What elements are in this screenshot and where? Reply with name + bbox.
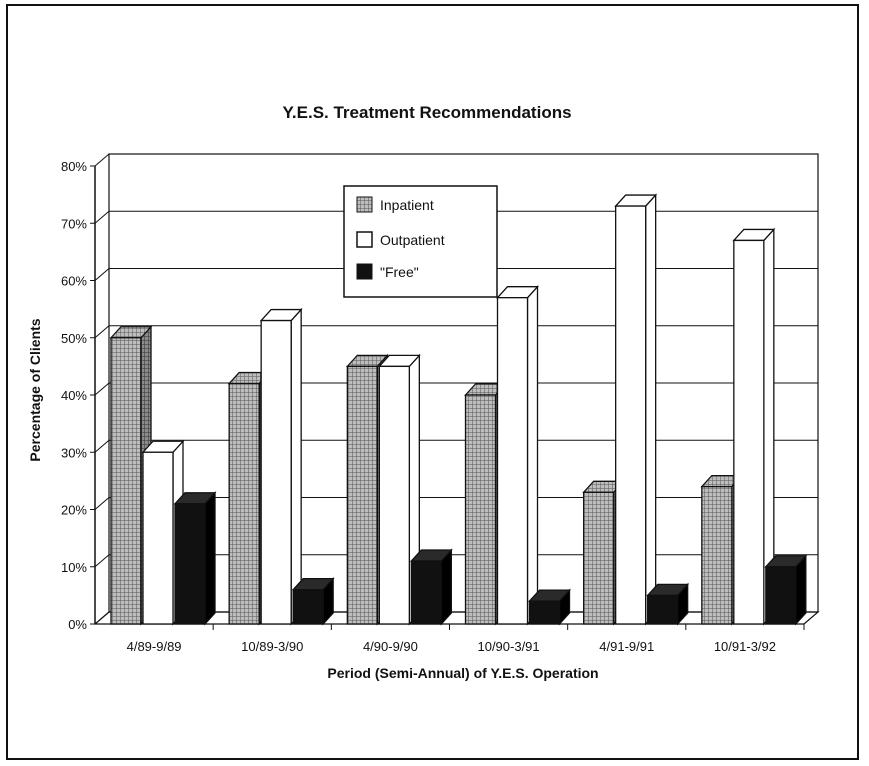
y-axis-label: Percentage of Clients <box>27 318 43 461</box>
y-tick-label: 10% <box>61 560 87 575</box>
bar-outpatient <box>496 284 539 626</box>
y-tick-label: 50% <box>61 331 87 346</box>
y-tick-label: 70% <box>61 216 87 231</box>
x-tick-label: 10/90-3/91 <box>477 639 539 654</box>
gridline-diagonal <box>94 210 110 224</box>
bar-free <box>764 554 808 626</box>
bar-front <box>378 365 410 625</box>
bar-front <box>701 485 733 625</box>
gridline-diagonal <box>94 268 110 281</box>
bar-side <box>440 548 452 626</box>
bar-free <box>173 491 217 626</box>
gridline-diagonal <box>94 325 110 339</box>
gridline-diagonal <box>94 382 110 396</box>
x-tick-label: 10/91-3/92 <box>714 639 776 654</box>
bar-outpatient <box>259 307 303 626</box>
bar-free <box>528 588 571 626</box>
bar-front <box>528 600 561 625</box>
bar-free <box>291 576 335 626</box>
bar-front <box>615 205 647 625</box>
bar-front <box>496 297 529 625</box>
bar-front <box>765 566 797 625</box>
bar-front <box>110 337 142 625</box>
bar-outpatient <box>614 193 658 626</box>
x-tick-label: 4/89-9/89 <box>127 639 182 654</box>
x-tick-label: 4/90-9/90 <box>363 639 418 654</box>
bar-front <box>733 239 765 625</box>
chart-title: Y.E.S. Treatment Recommendations <box>282 103 571 122</box>
bar-front <box>228 382 260 625</box>
bar-front <box>174 503 206 625</box>
y-tick-label: 80% <box>61 159 87 174</box>
x-tick-label: 10/89-3/90 <box>241 639 303 654</box>
bar-side <box>645 193 657 626</box>
y-tick-label: 30% <box>61 445 87 460</box>
bar-side <box>526 284 539 626</box>
gridline-diagonal <box>94 497 110 510</box>
gridline-diagonal <box>94 439 110 453</box>
bar-front <box>292 589 324 625</box>
axis-ticks: 0% 10% 20% 30% 40% 50% 60% 70% 80% 4/89-9/89 10/89… <box>61 159 805 654</box>
bar-front <box>410 560 442 625</box>
legend-label-inpatient: Inpatient <box>380 197 434 213</box>
bar-front <box>142 451 174 625</box>
bars <box>109 193 808 626</box>
bar-free <box>409 548 453 626</box>
gridline-diagonal <box>94 554 110 568</box>
legend-swatch-outpatient <box>356 231 373 248</box>
bar-front <box>260 319 292 625</box>
y-tick-label: 0% <box>68 617 87 632</box>
bar-side <box>290 307 302 626</box>
legend: Inpatient Outpatient "Free" <box>343 185 498 298</box>
bar-free <box>646 582 690 626</box>
y-tick-label: 60% <box>61 274 87 289</box>
legend-label-outpatient: Outpatient <box>380 232 445 248</box>
bar-front <box>464 394 497 625</box>
legend-swatch-free <box>356 263 373 280</box>
y-tick-label: 40% <box>61 388 87 403</box>
y-tick-label: 20% <box>61 503 87 518</box>
bar-front <box>583 491 615 625</box>
bar-side <box>204 491 216 626</box>
chart-frame <box>6 4 859 760</box>
legend-swatch-inpatient <box>356 196 373 213</box>
x-axis-label: Period (Semi-Annual) of Y.E.S. Operation <box>327 665 598 681</box>
bar-outpatient <box>732 227 776 626</box>
bar-front <box>346 365 378 625</box>
legend-label-free: "Free" <box>380 264 419 280</box>
x-tick-label: 4/91-9/91 <box>599 639 654 654</box>
bar-front <box>647 594 679 625</box>
gridline-diagonal <box>94 153 110 167</box>
